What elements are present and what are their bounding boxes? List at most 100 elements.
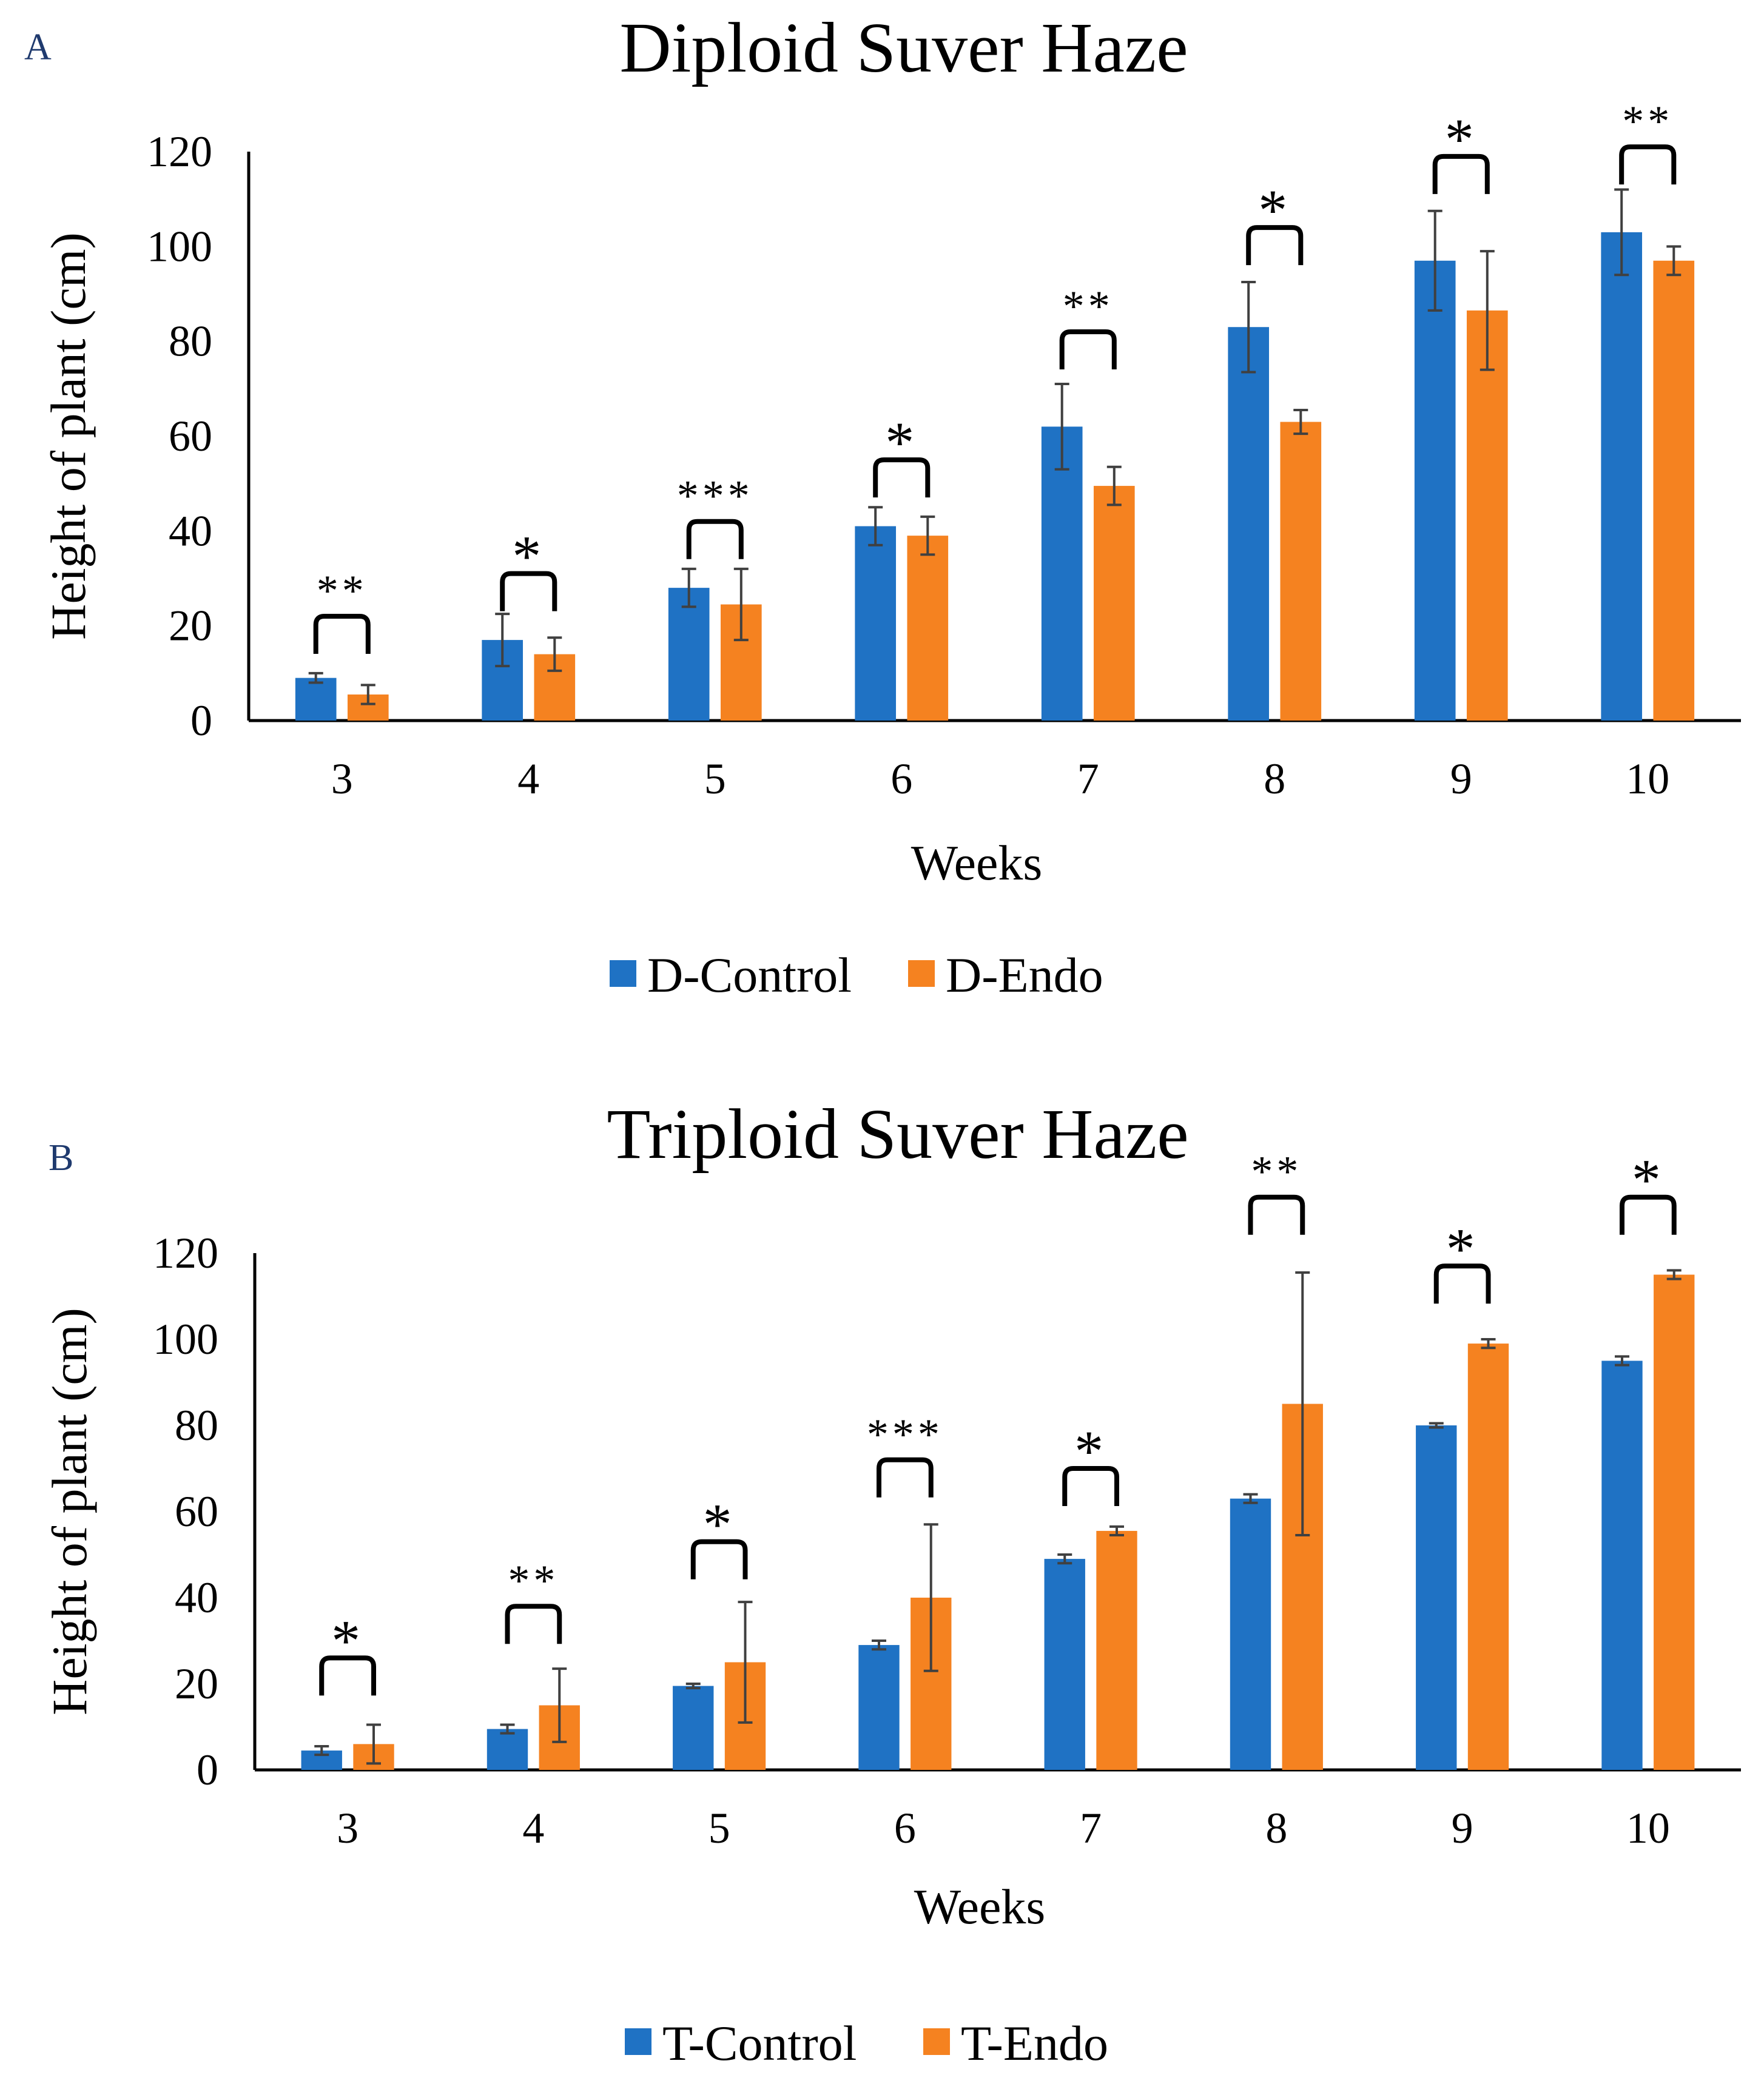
- legend-label-d-endo: D-Endo: [946, 947, 1103, 1003]
- x-tick-label-a: 4: [517, 755, 539, 803]
- significance-label: **: [1063, 282, 1114, 331]
- x-tick-label-b: 6: [894, 1804, 916, 1852]
- x-tick-label-a: 6: [890, 755, 912, 803]
- significance-bracket: [1248, 1194, 1305, 1235]
- x-tick-label-a: 7: [1077, 755, 1099, 803]
- bar-t-control: [1601, 1360, 1643, 1770]
- x-tick-label-b: 4: [522, 1804, 544, 1852]
- significance-label: *: [512, 524, 545, 589]
- x-tick-label-b: 9: [1452, 1804, 1473, 1852]
- x-tick-label-a: 9: [1450, 755, 1472, 803]
- legend-label-t-control: T-Control: [662, 2016, 857, 2071]
- bar-d-control: [1601, 232, 1643, 721]
- significance-bracket: [877, 1457, 934, 1498]
- significance-label: **: [1251, 1148, 1302, 1196]
- legend-swatch-d-endo: [908, 960, 935, 987]
- bar-d-endo: [907, 536, 949, 721]
- panel-letter-a: A: [24, 27, 52, 68]
- x-tick-label-b: 7: [1080, 1804, 1102, 1852]
- y-tick-label-a: 40: [169, 506, 212, 555]
- y-tick-label-b: 20: [175, 1660, 218, 1708]
- significance-label: **: [1622, 97, 1673, 146]
- bar-d-control: [1041, 426, 1083, 721]
- significance-bracket: [1062, 1466, 1119, 1506]
- bar-t-control: [1230, 1498, 1271, 1770]
- y-tick-label-b: 40: [175, 1573, 218, 1622]
- significance-bracket: [686, 519, 744, 559]
- significance-bracket: [690, 1539, 748, 1579]
- bar-d-control: [855, 526, 897, 721]
- bar-t-control: [858, 1645, 900, 1770]
- chart-a-svg: A Diploid Suver Haze 0 20 40 60 80 100 120 Heigh…: [24, 8, 1741, 1003]
- bar-d-endo: [1280, 422, 1322, 721]
- x-tick-label-a: 8: [1264, 755, 1285, 803]
- bar-d-control: [295, 678, 337, 721]
- bar-t-endo: [1654, 1274, 1695, 1770]
- significance-bracket: [1246, 225, 1304, 266]
- significance-bracket: [1620, 1194, 1677, 1235]
- bar-d-control: [1414, 260, 1456, 721]
- y-tick-label-b: 0: [197, 1746, 218, 1794]
- legend-label-d-control: D-Control: [647, 947, 852, 1003]
- significance-bracket: [1432, 153, 1490, 194]
- significance-bracket: [1619, 144, 1677, 185]
- significance-label: *: [885, 410, 918, 475]
- chart-b-svg: B Triploid Suver Haze 0 20 40 60 80 100 120 Heig…: [42, 1094, 1741, 2071]
- y-axis-title-a: Height of plant (cm): [41, 232, 96, 640]
- significance-label: **: [508, 1556, 559, 1605]
- y-tick-label-a: 120: [147, 127, 212, 176]
- y-tick-label-b: 60: [175, 1487, 218, 1536]
- x-axis-title-b: Weeks: [914, 1879, 1046, 1934]
- significance-label: *: [1258, 178, 1291, 243]
- significance-label: **: [317, 567, 368, 615]
- y-tick-label-a: 0: [190, 696, 212, 745]
- y-tick-label-b: 80: [175, 1401, 218, 1450]
- y-axis-title-b: Height of plant (cm): [42, 1308, 97, 1715]
- chart-title-b: Triploid Suver Haze: [607, 1094, 1188, 1174]
- chart-title-a: Diploid Suver Haze: [619, 8, 1188, 87]
- x-tick-label-a: 3: [331, 755, 353, 803]
- significance-label: *: [1632, 1148, 1665, 1212]
- x-tick-label-b: 3: [337, 1804, 359, 1852]
- y-tick-label-a: 100: [147, 222, 212, 271]
- bar-t-control: [673, 1686, 714, 1770]
- significance-label: ***: [867, 1410, 943, 1459]
- bar-t-control: [486, 1729, 528, 1770]
- bar-t-control: [1416, 1425, 1457, 1770]
- x-tick-label-b: 5: [709, 1804, 730, 1852]
- significance-bracket: [505, 1604, 562, 1644]
- x-tick-label-b: 10: [1626, 1804, 1670, 1852]
- y-tick-label-a: 80: [169, 317, 212, 366]
- x-axis-title-a: Weeks: [911, 835, 1043, 890]
- legend-swatch-d-control: [610, 960, 636, 987]
- x-tick-label-a: 5: [704, 755, 726, 803]
- y-tick-label-a: 60: [169, 412, 212, 460]
- x-tick-label-a: 10: [1626, 755, 1669, 803]
- significance-label: ***: [677, 472, 753, 520]
- legend-label-t-endo: T-Endo: [961, 2016, 1108, 2071]
- significance-bracket: [1059, 329, 1117, 370]
- legend-swatch-t-endo: [923, 2028, 950, 2055]
- significance-bracket: [319, 1655, 376, 1696]
- y-tick-label-b: 100: [153, 1315, 218, 1364]
- chart-panel-a: A Diploid Suver Haze 0 20 40 60 80 100 120 Heigh…: [0, 0, 1764, 1037]
- significance-label: *: [1446, 1216, 1479, 1281]
- chart-panel-b: B Triploid Suver Haze 0 20 40 60 80 100 120 Heig…: [0, 1038, 1764, 2075]
- bar-d-control: [668, 588, 710, 721]
- significance-label: *: [331, 1608, 364, 1673]
- bar-d-control: [1228, 327, 1270, 721]
- bar-d-endo: [1466, 310, 1508, 721]
- x-tick-label-b: 8: [1265, 1804, 1287, 1852]
- panel-letter-b: B: [49, 1137, 73, 1179]
- significance-bracket: [500, 571, 557, 611]
- significance-label: *: [1445, 107, 1478, 172]
- bar-t-control: [1044, 1559, 1085, 1770]
- bar-t-endo: [1467, 1344, 1509, 1770]
- bar-d-endo: [1653, 260, 1695, 721]
- y-tick-label-a: 20: [169, 602, 212, 650]
- significance-label: *: [703, 1492, 736, 1557]
- significance-label: *: [1074, 1419, 1107, 1484]
- bar-d-endo: [1093, 486, 1135, 721]
- significance-bracket: [873, 457, 931, 498]
- legend-swatch-t-control: [625, 2028, 651, 2055]
